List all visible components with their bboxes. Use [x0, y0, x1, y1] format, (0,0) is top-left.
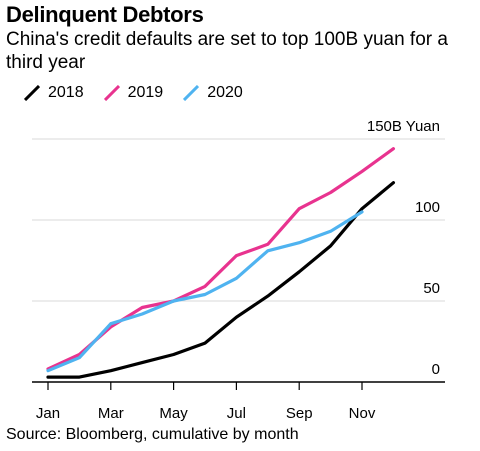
legend-label-2020: 2020: [207, 84, 243, 101]
x-tick-label: Nov: [349, 405, 376, 422]
legend-swatch-2020: [183, 84, 200, 102]
x-tick-label: Mar: [98, 405, 124, 422]
legend-item-2020: 2020: [183, 84, 243, 102]
legend-swatch-2018: [23, 84, 41, 102]
y-tick-label: 150B Yuan: [367, 118, 440, 135]
series-line-2018: [46, 181, 395, 379]
x-tick-label: Jul: [227, 405, 246, 422]
y-tick-label: 100: [415, 199, 440, 216]
series-line-2020: [46, 210, 364, 373]
chart-title: Delinquent Debtors: [6, 2, 204, 27]
x-tick-label: Jan: [36, 405, 60, 422]
legend-label-2019: 2019: [127, 84, 164, 101]
legend-label-2018: 2018: [48, 84, 84, 101]
legend-item-2019: 2019: [103, 84, 164, 102]
legend: 2018 2019 2020: [23, 82, 263, 104]
y-tick-label: 50: [423, 280, 440, 297]
x-tick-label: May: [159, 405, 188, 422]
legend-item-2018: 2018: [23, 84, 84, 102]
x-tick-label: Sep: [286, 405, 313, 422]
legend-swatch-2019: [103, 84, 120, 102]
y-tick-label: 0: [432, 361, 440, 378]
source-note: Source: Bloomberg, cumulative by month: [6, 426, 299, 443]
chart-subtitle: China's credit defaults are set to top 1…: [6, 29, 448, 73]
